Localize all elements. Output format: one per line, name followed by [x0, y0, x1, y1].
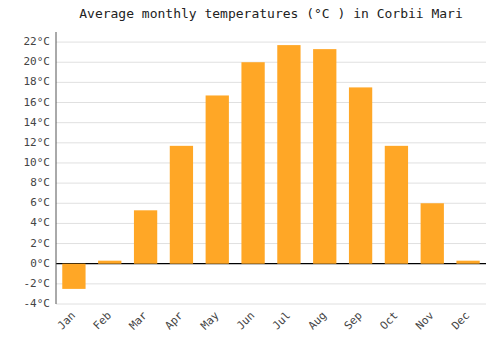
bar — [62, 264, 85, 289]
x-tick-label: Sep — [342, 309, 365, 332]
bar — [98, 261, 121, 264]
bar — [134, 210, 157, 263]
y-tick-label: -2°C — [24, 277, 51, 290]
y-tick-label: 8°C — [30, 176, 50, 189]
grid-line — [56, 142, 486, 143]
x-tick-label: Apr — [162, 309, 186, 333]
x-tick-labels: Jan Feb Mar Apr May Jun Jul Aug Sep Oct Nov Dec — [55, 309, 472, 333]
grid-line — [56, 102, 486, 103]
x-tick-label: Oct — [377, 309, 400, 332]
y-tick-label: 10°C — [24, 156, 51, 169]
grid-line — [56, 304, 486, 305]
y-tick-label: 16°C — [24, 96, 51, 109]
bar — [313, 49, 336, 264]
grid-line — [56, 162, 486, 163]
y-tick-label: 22°C — [24, 35, 51, 48]
bar — [206, 95, 229, 263]
bar — [277, 45, 300, 264]
grid — [56, 42, 486, 304]
y-axis-line — [56, 32, 57, 304]
y-tick-label: 20°C — [24, 55, 51, 68]
x-tick-label: Mar — [127, 309, 151, 333]
chart: Average monthly temperatures (°C ) in Co… — [0, 0, 500, 350]
x-tick-label: Aug — [306, 309, 329, 332]
y-tick-label: 14°C — [24, 116, 51, 129]
bar — [421, 203, 444, 263]
x-tick-label: May — [198, 309, 222, 333]
title: Average monthly temperatures (°C ) in Co… — [79, 6, 463, 21]
y-tick-label: 2°C — [30, 237, 50, 250]
grid-line — [56, 183, 486, 184]
y-tick-label: 12°C — [24, 136, 51, 149]
y-tick-label: 6°C — [30, 196, 50, 209]
bar — [385, 146, 408, 264]
grid-line — [56, 283, 486, 284]
grid-line — [56, 82, 486, 83]
x-tick-label: Feb — [91, 309, 114, 332]
bar — [241, 62, 264, 263]
bar — [456, 261, 479, 264]
grid-line — [56, 122, 486, 123]
bar — [349, 87, 372, 263]
x-tick-label: Jan — [55, 309, 78, 332]
y-tick-label: 0°C — [30, 257, 50, 270]
bar — [170, 146, 193, 264]
y-tick-label: 4°C — [30, 216, 50, 229]
x-tick-label: Dec — [449, 309, 472, 332]
y-tick-label: 18°C — [24, 75, 51, 88]
grid-line — [56, 42, 486, 43]
y-tick-label: -4°C — [24, 297, 51, 310]
bars — [62, 45, 479, 289]
grid-line — [56, 62, 486, 63]
x-tick-label: Jul — [270, 309, 293, 332]
x-tick-label: Jun — [234, 309, 257, 332]
y-tick-labels: -4°C -2°C 0°C 2°C 4°C 6°C 8°C 10°C 12°C 14°C 16°C 1… — [24, 35, 51, 310]
x-tick-label: Nov — [413, 309, 437, 333]
